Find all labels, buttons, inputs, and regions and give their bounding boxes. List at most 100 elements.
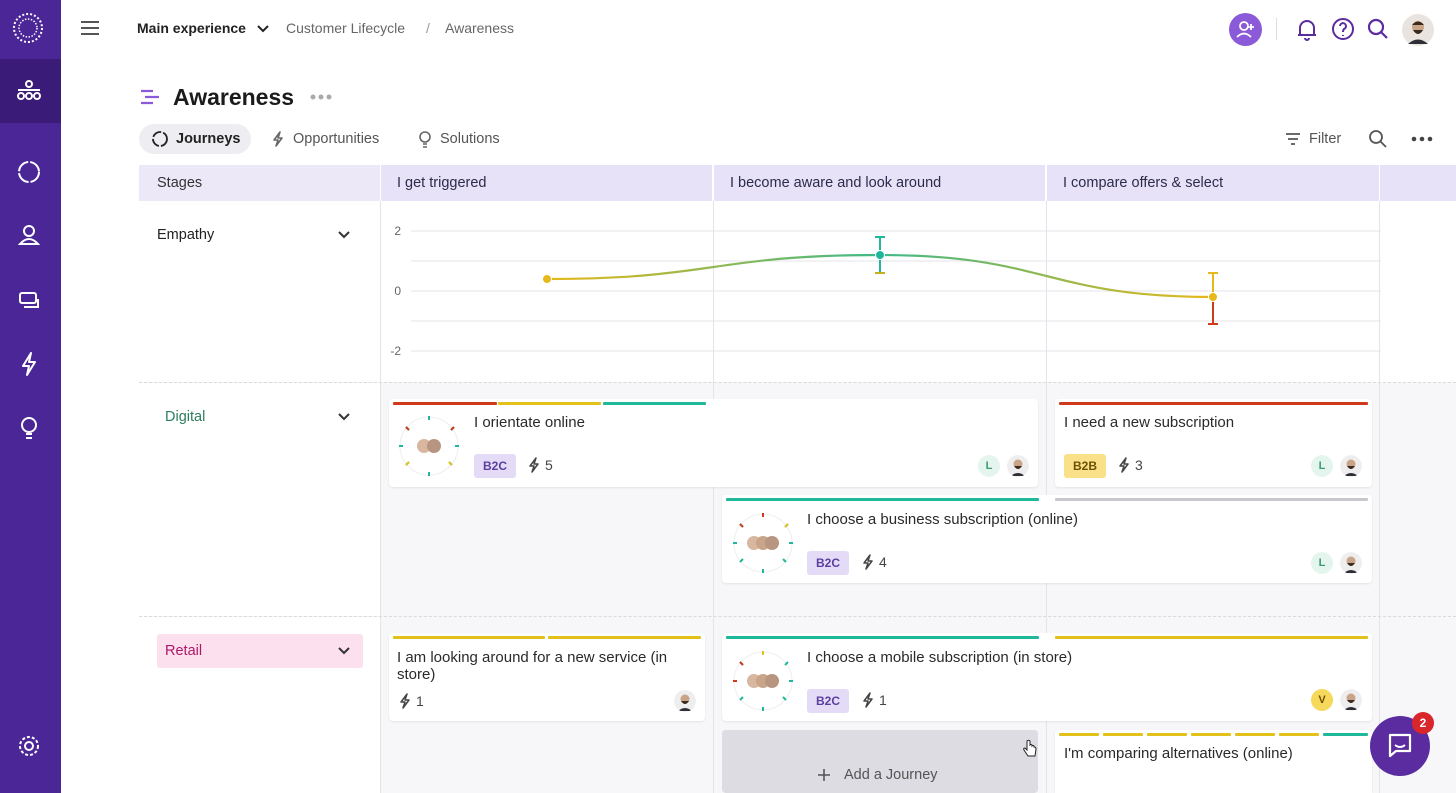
lane-divider bbox=[139, 616, 1456, 617]
card-title: I'm comparing alternatives (online) bbox=[1064, 745, 1293, 762]
card-title: I choose a mobile subscription (in store… bbox=[807, 649, 1073, 666]
opportunity-count[interactable]: 1 bbox=[861, 692, 887, 708]
chat-unread-badge: 2 bbox=[1412, 712, 1434, 734]
journey-card-looking-around[interactable]: I am looking around for a new service (i… bbox=[389, 633, 705, 721]
segment-tag[interactable]: B2C bbox=[807, 551, 850, 575]
emotion-bar bbox=[1055, 636, 1368, 639]
hamburger-menu-icon[interactable] bbox=[79, 18, 101, 38]
opportunity-count[interactable]: 4 bbox=[861, 554, 887, 570]
chevron-down-icon[interactable] bbox=[336, 411, 352, 423]
breadcrumb-awareness[interactable]: Awareness bbox=[445, 20, 515, 36]
chevron-down-icon bbox=[257, 25, 269, 33]
filter-button[interactable]: Filter bbox=[1284, 124, 1341, 154]
stage-header-4[interactable] bbox=[1380, 165, 1456, 201]
owner-avatar[interactable] bbox=[1340, 552, 1362, 574]
owner-avatar[interactable] bbox=[1340, 455, 1362, 477]
filter-icon bbox=[1286, 133, 1300, 145]
page-title: Awareness bbox=[173, 84, 295, 110]
empathy-point[interactable] bbox=[1208, 292, 1218, 302]
add-journey-button[interactable]: Add a Journey bbox=[722, 730, 1038, 793]
card-title: I need a new subscription bbox=[1064, 414, 1235, 431]
opportunity-count[interactable]: 3 bbox=[1117, 457, 1143, 473]
journey-card-need-subscription[interactable]: I need a new subscription B2B 3 L bbox=[1055, 399, 1372, 487]
journey-card-comparing[interactable]: I'm comparing alternatives (online) bbox=[1055, 730, 1372, 793]
persona-ring-icon bbox=[399, 416, 459, 476]
journey-card-orientate[interactable]: I orientate online B2C 5 L bbox=[389, 399, 1038, 487]
lane-pill-digital[interactable]: Digital bbox=[157, 400, 363, 434]
emotion-bar bbox=[393, 402, 497, 405]
card-title: I am looking around for a new service (i… bbox=[397, 649, 668, 683]
notifications-bell-icon[interactable] bbox=[1292, 14, 1322, 44]
empathy-chart: 2 0 -2 bbox=[390, 224, 1381, 358]
opportunity-bolt-icon[interactable] bbox=[14, 349, 44, 379]
emotion-bar bbox=[1055, 498, 1368, 501]
invite-user-icon[interactable] bbox=[1229, 13, 1262, 46]
owner-avatar[interactable] bbox=[1340, 689, 1362, 711]
user-avatar[interactable] bbox=[1402, 14, 1434, 46]
segment-tag[interactable]: B2C bbox=[807, 689, 850, 713]
cycle-icon[interactable] bbox=[14, 157, 44, 187]
assignee-avatar[interactable]: L bbox=[978, 455, 1000, 477]
settings-gear-icon[interactable] bbox=[14, 731, 44, 761]
segment-tag[interactable]: B2B bbox=[1064, 454, 1107, 478]
persona-icon[interactable] bbox=[14, 220, 44, 250]
app-logo-icon[interactable] bbox=[10, 10, 46, 46]
stage-header-3[interactable]: I compare offers & select bbox=[1047, 165, 1379, 201]
workspace-selector[interactable]: Main experience bbox=[137, 20, 270, 36]
opportunity-count[interactable]: 1 bbox=[398, 693, 424, 709]
help-icon[interactable] bbox=[1328, 14, 1358, 44]
bolt-icon bbox=[400, 693, 410, 709]
tab-solutions[interactable]: Solutions bbox=[417, 124, 500, 154]
chevron-down-icon[interactable] bbox=[336, 229, 352, 241]
stage-divider bbox=[1379, 201, 1380, 793]
tab-journeys[interactable]: Journeys bbox=[139, 124, 251, 154]
emotion-bar bbox=[498, 402, 601, 405]
plus-icon bbox=[818, 769, 830, 781]
chevron-down-icon[interactable] bbox=[336, 645, 352, 657]
empathy-point[interactable] bbox=[875, 250, 885, 260]
emotion-bar bbox=[1059, 402, 1368, 405]
journey-card-business-subscription[interactable]: I choose a business subscription (online… bbox=[722, 495, 1372, 583]
digital-lane-label bbox=[139, 383, 380, 616]
bolt-icon bbox=[863, 554, 873, 570]
lane-retail-label: Retail bbox=[165, 643, 203, 659]
stage-header-2[interactable]: I become aware and look around bbox=[714, 165, 1045, 201]
pointer-cursor-icon bbox=[1023, 739, 1037, 757]
segment-tag[interactable]: B2C bbox=[474, 454, 517, 478]
journeys-map-icon[interactable] bbox=[14, 76, 44, 106]
more-options-icon[interactable] bbox=[309, 92, 333, 102]
tab-opportunities[interactable]: Opportunities bbox=[270, 124, 379, 154]
assignee-avatar[interactable]: L bbox=[1311, 455, 1333, 477]
empathy-lane-title: Empathy bbox=[157, 227, 215, 243]
board-more-icon[interactable] bbox=[1411, 134, 1433, 144]
assignee-avatar[interactable]: L bbox=[1311, 552, 1333, 574]
board-search-icon[interactable] bbox=[1367, 128, 1389, 150]
y-tick-label: 2 bbox=[394, 224, 401, 238]
owner-avatar[interactable] bbox=[674, 690, 696, 712]
assignee-avatar[interactable]: V bbox=[1311, 689, 1333, 711]
solution-bulb-icon[interactable] bbox=[14, 413, 44, 443]
add-journey-label: Add a Journey bbox=[844, 767, 938, 783]
tab-opportunities-label: Opportunities bbox=[293, 131, 380, 147]
stage-divider bbox=[713, 201, 714, 793]
empathy-point[interactable] bbox=[542, 274, 552, 284]
opportunity-count[interactable]: 5 bbox=[527, 457, 553, 473]
journey-card-mobile-subscription[interactable]: I choose a mobile subscription (in store… bbox=[722, 633, 1372, 721]
emotion-bar bbox=[603, 402, 706, 405]
stage-header-1[interactable]: I get triggered bbox=[381, 165, 712, 201]
emotion-bar bbox=[726, 498, 1039, 501]
bulb-icon bbox=[419, 131, 431, 148]
opportunity-count-value: 4 bbox=[879, 554, 887, 570]
emotion-bar bbox=[1191, 733, 1231, 736]
stage-divider bbox=[380, 201, 381, 793]
search-icon[interactable] bbox=[1363, 14, 1393, 44]
lane-pill-retail[interactable]: Retail bbox=[157, 634, 363, 668]
breadcrumb-customer-lifecycle[interactable]: Customer Lifecycle bbox=[286, 20, 406, 36]
sidebar bbox=[0, 0, 61, 793]
emotion-bar bbox=[393, 636, 545, 639]
touchpoint-icon[interactable] bbox=[14, 285, 44, 315]
owner-avatar[interactable] bbox=[1007, 455, 1029, 477]
card-title: I orientate online bbox=[474, 414, 585, 431]
journey-map-title-icon bbox=[141, 89, 159, 105]
lane-digital-label: Digital bbox=[165, 409, 206, 425]
